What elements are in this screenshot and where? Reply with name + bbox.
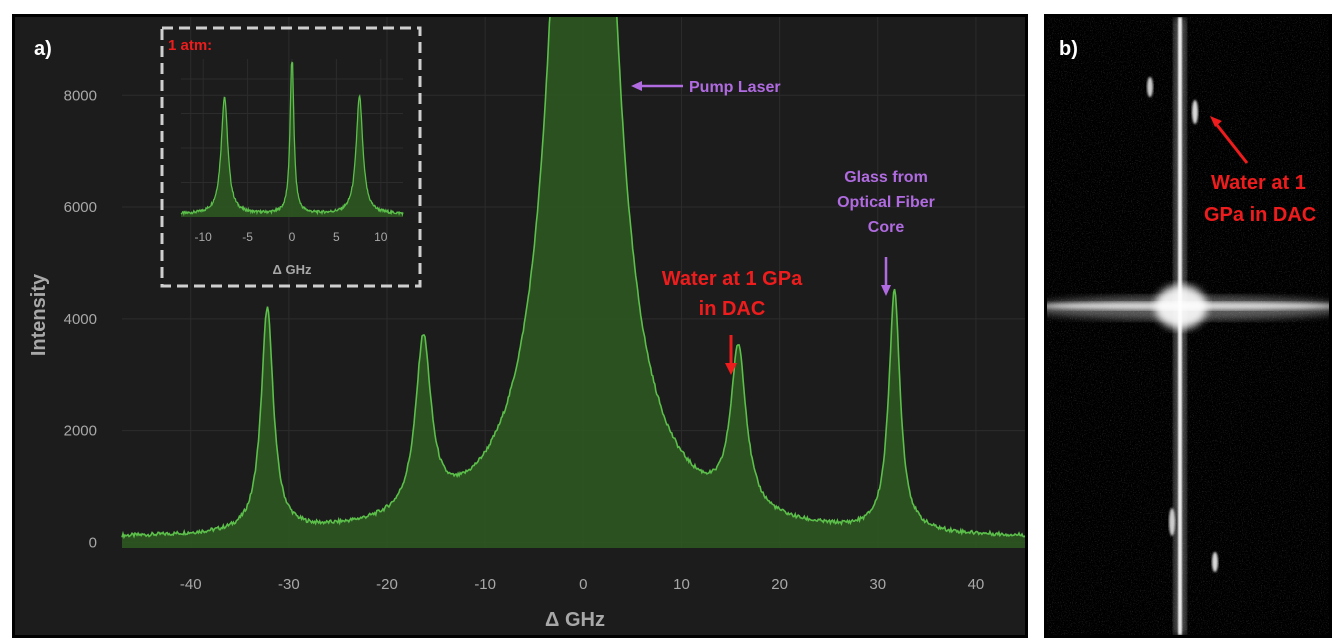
glass-label-line1: Glass from <box>844 169 928 186</box>
pump-arrow <box>631 81 683 91</box>
pump-label: Pump Laser <box>689 79 781 96</box>
main-chart: -40 -30 -20 -10 0 10 20 30 40 0 2000 4000 6000 8000 a… <box>28 11 1026 631</box>
spot <box>1169 508 1175 536</box>
y-tick-label: 2000 <box>64 423 97 440</box>
glass-label-line3: Core <box>868 219 905 236</box>
axis-ticks: -40 -30 -20 -10 0 10 20 30 40 0 2000 4000 6000 8000 <box>64 87 985 593</box>
panel-a: -40 -30 -20 -10 0 10 20 30 40 0 2000 4000 6000 8000 a… <box>12 11 1028 638</box>
x-tick-label: -10 <box>474 576 496 593</box>
x-axis-label: Δ GHz <box>545 609 605 631</box>
inset-ticks: -10 -5 0 5 10 <box>195 230 388 244</box>
x-tick-label: -40 <box>180 576 202 593</box>
panel-b-annotation-line2: GPa in DAC <box>1204 204 1316 226</box>
inset-tick-label: 5 <box>333 230 340 244</box>
inset-x-axis-label: Δ GHz <box>273 262 312 277</box>
inset-border <box>160 26 422 288</box>
spot <box>1192 100 1198 124</box>
panel-b-label: b) <box>1059 38 1078 60</box>
inset-spectrum <box>180 61 404 218</box>
y-tick-label: 8000 <box>64 87 97 104</box>
x-tick-label: -20 <box>376 576 398 593</box>
y-tick-label: 6000 <box>64 199 97 216</box>
glass-arrow <box>881 257 891 296</box>
x-tick-label: 40 <box>968 576 985 593</box>
water-label-line1: Water at 1 GPa <box>662 268 803 290</box>
inset-tick-label: 10 <box>374 230 388 244</box>
inset-tick-label: -10 <box>195 230 213 244</box>
spectrum-fill <box>121 11 1026 548</box>
panel-b-image: b) Water at 1 GPa in DAC <box>1047 17 1329 635</box>
water-arrow-b <box>1210 116 1249 164</box>
panel-b-annotation-line1: Water at 1 <box>1211 172 1306 194</box>
y-tick-label: 4000 <box>64 311 97 328</box>
x-tick-label: 20 <box>771 576 788 593</box>
inset-spectrum-line <box>180 61 404 217</box>
inset-tick-label: 0 <box>289 230 296 244</box>
inset-spectrum-area <box>181 62 403 218</box>
inset-tick-label: -5 <box>242 230 253 244</box>
spot <box>1212 552 1218 572</box>
y-tick-label: 0 <box>89 534 97 551</box>
x-tick-label: 30 <box>869 576 886 593</box>
water-arrow <box>725 335 737 375</box>
inset-title: 1 atm: <box>168 37 212 54</box>
spot <box>1147 77 1153 97</box>
panel-b: b) Water at 1 GPa in DAC <box>1044 14 1332 638</box>
inset-chart: 1 atm: -10 -5 0 5 10 Δ GHz <box>160 26 422 288</box>
spectrum-area <box>122 12 1025 548</box>
x-tick-label: 0 <box>579 576 587 593</box>
glass-label-line2: Optical Fiber <box>837 194 935 211</box>
x-tick-label: 10 <box>673 576 690 593</box>
water-label-line2: in DAC <box>699 298 766 320</box>
y-axis-label: Intensity <box>28 273 50 356</box>
center-glow <box>1155 285 1207 329</box>
x-tick-label: -30 <box>278 576 300 593</box>
panel-a-label: a) <box>34 38 52 60</box>
